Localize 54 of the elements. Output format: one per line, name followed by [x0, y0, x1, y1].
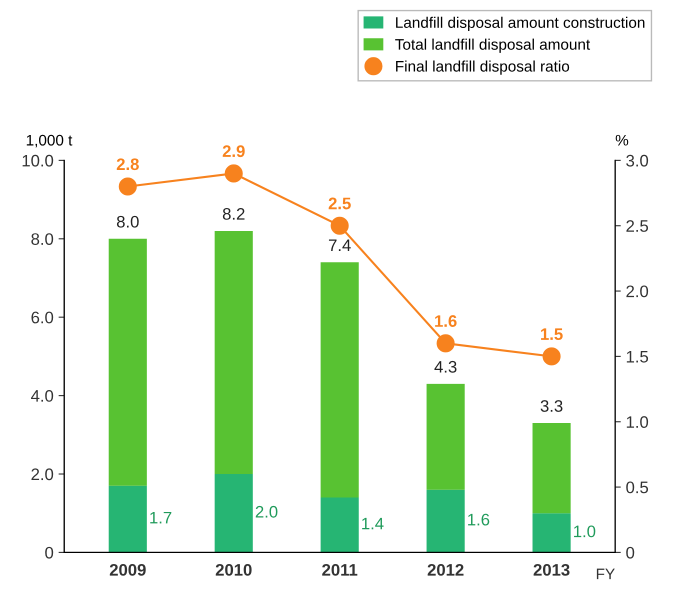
point: [436, 334, 455, 352]
total-label: 8.2: [222, 208, 244, 220]
bar: [108, 238, 147, 486]
data-label: 2.5: [328, 198, 351, 210]
bar: [108, 486, 147, 552]
total-label: 8.0: [116, 216, 139, 228]
x-tick-label: 2013: [534, 564, 570, 576]
legend-label: Total landfill disposal amount: [395, 38, 590, 53]
total-label: 7.4: [328, 240, 351, 252]
bar: [320, 498, 359, 552]
legend-label: Landfill disposal amount construction: [396, 16, 644, 31]
data-label: 1.4: [362, 518, 384, 530]
data-label: 1.6: [468, 514, 490, 526]
bar: [214, 474, 253, 552]
y-tick-label: 6.0: [31, 312, 54, 324]
y-tick-label: 2.0: [31, 468, 54, 480]
data-label: 1.7: [150, 512, 172, 524]
data-label: 2.8: [116, 158, 139, 170]
bar: [426, 384, 465, 490]
y2-tick-label: 0: [626, 546, 634, 559]
data-label: 2.9: [222, 145, 245, 158]
y-tick-label: 8.0: [31, 233, 54, 245]
x-tick-label: 2009: [110, 564, 146, 576]
y-tick-label: 4.0: [31, 390, 54, 402]
y2-tick-label: 2.0: [626, 285, 648, 298]
y2-axis-title: %: [616, 134, 628, 146]
y-tick-label: 10.0: [22, 154, 54, 167]
total-label: 4.3: [434, 360, 456, 373]
y-axis-title: 1,000 t: [26, 134, 72, 148]
total-label: 3.3: [540, 400, 562, 412]
point: [542, 347, 561, 366]
y2-tick-label: 2.5: [626, 220, 648, 232]
data-label: 1.0: [574, 525, 596, 538]
bar: [320, 262, 359, 498]
data-label: 2.0: [256, 506, 278, 518]
x-axis-title: FY: [596, 568, 615, 580]
y2-tick-label: 0.5: [626, 481, 648, 494]
x-tick-label: 2011: [322, 564, 358, 576]
bar: [214, 230, 253, 474]
bar: [532, 423, 571, 514]
y2-tick-label: 1.5: [626, 350, 648, 363]
x-tick-label: 2010: [216, 564, 252, 576]
y-tick-label: 0: [45, 546, 54, 559]
y2-tick-label: 3.0: [626, 154, 648, 167]
legend-label: Final landfill disposal ratio: [396, 60, 570, 75]
point: [224, 164, 243, 182]
data-label: 1.5: [541, 328, 563, 340]
y2-tick-label: 1.0: [626, 416, 648, 428]
data-label: 1.6: [435, 315, 457, 327]
bar: [426, 490, 465, 552]
point: [330, 216, 349, 235]
point: [118, 177, 137, 196]
bar: [532, 513, 571, 552]
x-tick-label: 2012: [428, 564, 464, 576]
